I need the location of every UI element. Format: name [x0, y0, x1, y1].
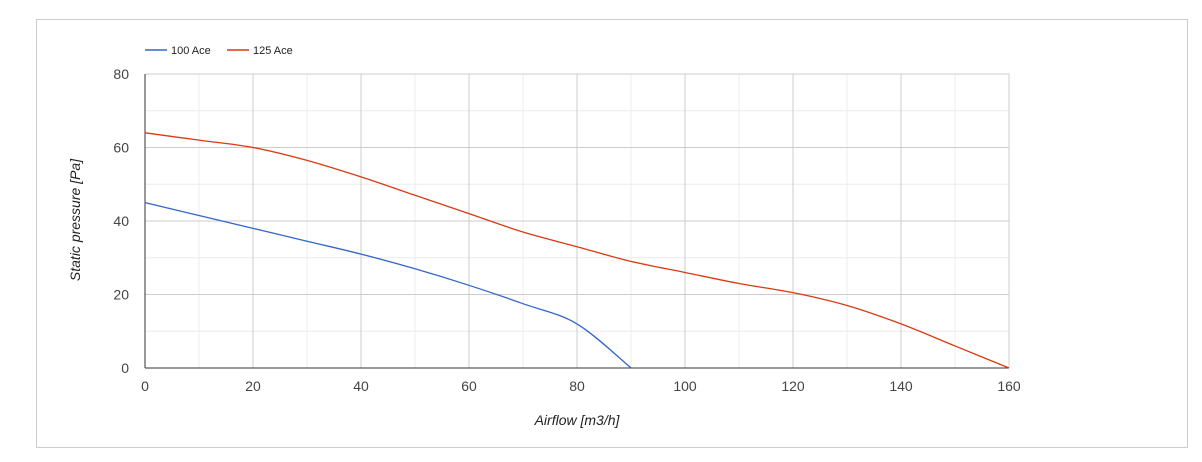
y-axis-title: Static pressure [Pa] — [67, 158, 83, 281]
x-tick-label: 20 — [245, 378, 261, 394]
y-tick-label: 80 — [113, 66, 129, 82]
y-tick-label: 40 — [113, 213, 129, 229]
legend[interactable]: 100 Ace 125 Ace — [145, 45, 293, 57]
x-tick-label: 80 — [569, 378, 585, 394]
legend-item-125-ace[interactable]: 125 Ace — [227, 45, 293, 57]
x-tick-labels: 0 20 40 60 80 100 120 140 160 — [141, 378, 1021, 394]
x-tick-label: 140 — [889, 378, 913, 394]
x-tick-label: 160 — [997, 378, 1021, 394]
major-gridlines — [145, 73, 1010, 368]
x-axis-title: Airflow [m3/h] — [534, 412, 621, 428]
x-tick-label: 0 — [141, 378, 149, 394]
y-tick-label: 20 — [113, 287, 129, 303]
x-tick-label: 60 — [461, 378, 477, 394]
legend-label: 100 Ace — [171, 45, 211, 57]
chart-frame: 0 20 40 60 80 100 120 140 160 0 20 40 60 80 100 Ace 1… — [36, 19, 1188, 448]
series-line-100-ace — [144, 201, 632, 369]
x-tick-label: 40 — [353, 378, 369, 394]
x-tick-label: 120 — [781, 378, 805, 394]
y-tick-label: 60 — [113, 140, 129, 156]
axes — [144, 74, 1009, 369]
y-tick-label: 0 — [121, 360, 129, 376]
legend-label: 125 Ace — [253, 45, 293, 57]
x-tick-label: 100 — [673, 378, 697, 394]
y-tick-labels: 0 20 40 60 80 — [113, 66, 129, 376]
series-lines — [144, 132, 1010, 369]
series-line-125-ace — [144, 132, 1010, 369]
legend-item-100-ace[interactable]: 100 Ace — [145, 45, 211, 57]
